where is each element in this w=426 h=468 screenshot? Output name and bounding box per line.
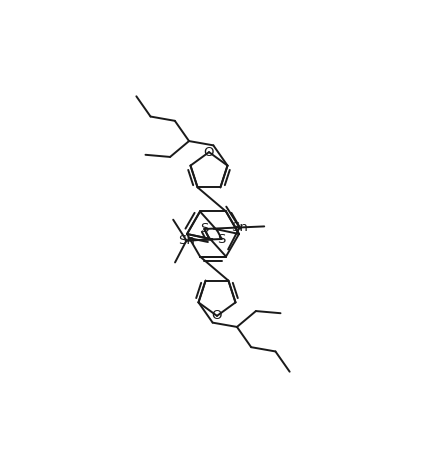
- Text: Sn: Sn: [178, 234, 195, 247]
- Text: O: O: [212, 309, 222, 322]
- Text: Sn: Sn: [231, 221, 248, 234]
- Text: O: O: [204, 146, 214, 159]
- Text: S: S: [218, 233, 226, 246]
- Text: S: S: [200, 222, 208, 235]
